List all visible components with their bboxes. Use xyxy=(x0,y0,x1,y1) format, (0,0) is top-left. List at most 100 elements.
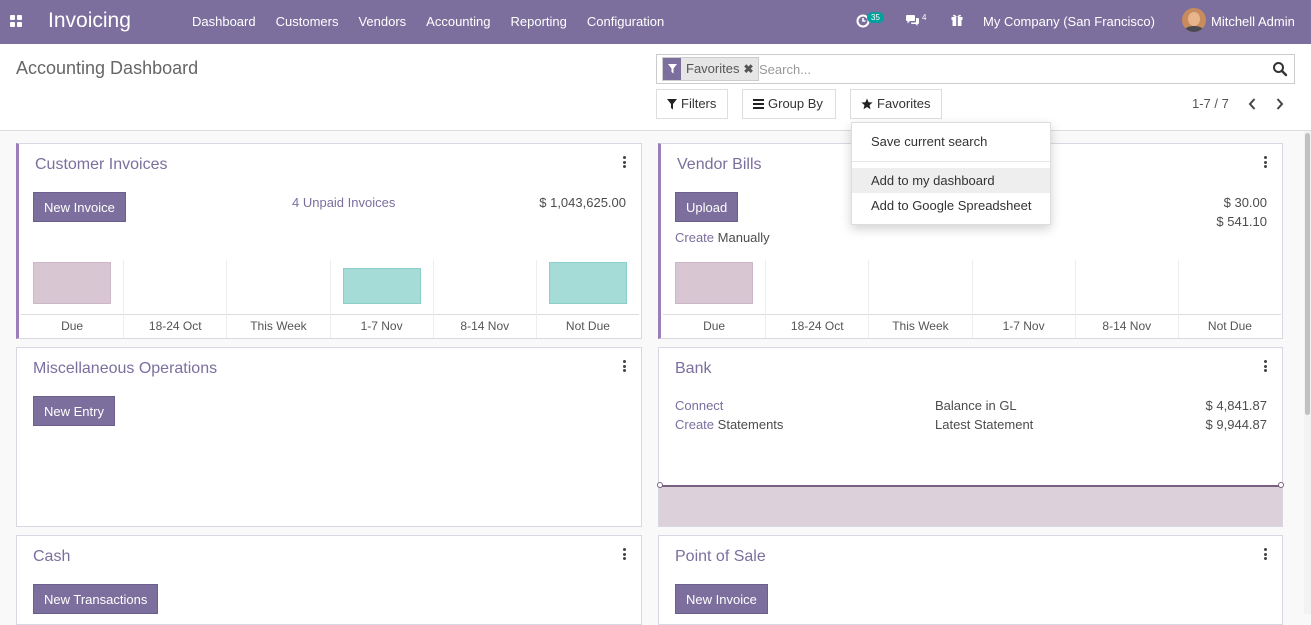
card-title[interactable]: Miscellaneous Operations xyxy=(33,360,218,377)
page-title: Accounting Dashboard xyxy=(16,58,199,78)
messages-count: 4 xyxy=(922,13,927,22)
groupby-button[interactable]: Group By xyxy=(742,89,836,119)
graph-start-point xyxy=(657,482,663,488)
favorites-label: Favorites xyxy=(877,96,931,111)
chart-label: 8-14 Nov xyxy=(433,314,536,336)
bills-amount-1: $ 30.00 xyxy=(1223,195,1267,210)
chart-label: 18-24 Oct xyxy=(124,314,227,336)
activity-count-badge: 35 xyxy=(867,12,884,23)
chart-column[interactable]: This Week xyxy=(868,260,972,338)
control-panel: Accounting Dashboard Favorites ✖ Filters… xyxy=(0,44,1311,131)
customer-invoices-card: Customer Invoices New Invoice 4 Unpaid I… xyxy=(16,143,642,339)
menu-customers[interactable]: Customers xyxy=(275,14,339,29)
card-title[interactable]: Point of Sale xyxy=(675,548,766,565)
connect-link[interactable]: Connect xyxy=(675,398,724,413)
pos-new-invoice-button[interactable]: New Invoice xyxy=(675,584,768,614)
chart-column[interactable]: This Week xyxy=(226,260,330,338)
chart-column[interactable]: 8-14 Nov xyxy=(1074,260,1178,338)
pager-value[interactable]: 1-7 / 7 xyxy=(1192,96,1229,111)
add-to-google-spreadsheet[interactable]: Add to Google Spreadsheet xyxy=(871,198,1032,213)
bills-chart: Due 18-24 Oct This Week 1-7 Nov 8-14 Nov… xyxy=(663,260,1282,338)
chart-column[interactable]: 18-24 Oct xyxy=(765,260,869,338)
company-switcher[interactable]: My Company (San Francisco) xyxy=(983,14,1155,29)
chart-column[interactable]: 8-14 Nov xyxy=(432,260,536,338)
menu-vendors[interactable]: Vendors xyxy=(358,14,407,29)
card-menu-icon[interactable] xyxy=(1264,360,1268,372)
upload-button[interactable]: Upload xyxy=(675,192,739,222)
create-text: Manually xyxy=(717,230,770,245)
save-current-search[interactable]: Save current search xyxy=(871,134,988,149)
chart-label: This Week xyxy=(869,314,972,336)
search-input[interactable] xyxy=(759,59,1239,79)
filters-label: Filters xyxy=(681,96,717,111)
star-icon xyxy=(861,98,873,110)
chart-bar xyxy=(675,262,754,304)
chart-label: Due xyxy=(21,314,124,336)
apps-menu-icon[interactable] xyxy=(10,15,22,27)
add-to-dashboard[interactable]: Add to my dashboard xyxy=(852,168,1050,193)
card-menu-icon[interactable] xyxy=(623,156,627,168)
card-title[interactable]: Bank xyxy=(675,360,712,377)
search-facet: Favorites ✖ xyxy=(662,57,759,81)
chart-label: Not Due xyxy=(536,314,640,336)
pager-next[interactable] xyxy=(1272,94,1288,114)
messaging-menu[interactable]: 4 xyxy=(905,0,931,44)
menu-dashboard[interactable]: Dashboard xyxy=(192,14,256,29)
menu-configuration[interactable]: Configuration xyxy=(586,14,665,29)
scrollbar-thumb[interactable] xyxy=(1305,133,1310,415)
user-menu[interactable]: Mitchell Admin xyxy=(1211,14,1295,29)
chart-label: 18-24 Oct xyxy=(766,314,869,336)
search-bar: Favorites ✖ xyxy=(656,54,1295,84)
new-entry-button[interactable]: New Entry xyxy=(33,396,115,426)
chart-column[interactable]: Due xyxy=(663,260,766,338)
card-menu-icon[interactable] xyxy=(623,548,627,560)
create-link[interactable]: Create xyxy=(675,417,715,432)
remove-facet-icon[interactable]: ✖ xyxy=(743,62,754,76)
misc-operations-card: Miscellaneous Operations New Entry xyxy=(16,347,642,527)
balance-label: Balance in GL xyxy=(935,398,1017,413)
favorites-button[interactable]: Favorites xyxy=(850,89,942,119)
create-statements: Create Statements xyxy=(675,417,783,432)
card-title[interactable]: Cash xyxy=(33,548,71,565)
groupby-label: Group By xyxy=(768,96,823,111)
app-title[interactable]: Invoicing xyxy=(48,9,131,32)
chart-column[interactable]: 1-7 Nov xyxy=(329,260,433,338)
chart-label: Due xyxy=(663,314,766,336)
chart-label: Not Due xyxy=(1178,314,1282,336)
new-transactions-button[interactable]: New Transactions xyxy=(33,584,159,614)
user-avatar[interactable] xyxy=(1182,8,1206,32)
activity-menu[interactable]: 35 xyxy=(855,0,889,44)
menu-reporting[interactable]: Reporting xyxy=(510,14,567,29)
chart-column[interactable]: Due xyxy=(21,260,124,338)
card-title[interactable]: Vendor Bills xyxy=(677,156,762,173)
chart-column[interactable]: 1-7 Nov xyxy=(971,260,1075,338)
filter-facet-icon xyxy=(663,58,681,80)
chart-bar xyxy=(548,262,628,304)
search-icon[interactable] xyxy=(1272,61,1288,77)
graph-end-point xyxy=(1278,482,1284,488)
card-title[interactable]: Customer Invoices xyxy=(35,156,168,173)
card-menu-icon[interactable] xyxy=(1264,548,1268,560)
main-menu: Dashboard Customers Vendors Accounting R… xyxy=(182,0,674,44)
chart-column[interactable]: Not Due xyxy=(535,260,640,338)
chart-column[interactable]: Not Due xyxy=(1177,260,1282,338)
create-link[interactable]: Create xyxy=(675,230,715,245)
chart-label: This Week xyxy=(227,314,330,336)
chart-label: 1-7 Nov xyxy=(972,314,1075,336)
top-navbar: Invoicing Dashboard Customers Vendors Ac… xyxy=(0,0,1311,44)
card-menu-icon[interactable] xyxy=(623,360,627,372)
chevron-left-icon xyxy=(1248,98,1256,110)
create-text: Statements xyxy=(717,417,784,432)
unpaid-invoices-link[interactable]: 4 Unpaid Invoices xyxy=(292,195,396,210)
filters-button[interactable]: Filters xyxy=(656,89,728,119)
chat-icon xyxy=(906,15,919,26)
pager-previous[interactable] xyxy=(1244,94,1260,114)
chart-column[interactable]: 18-24 Oct xyxy=(123,260,227,338)
card-menu-icon[interactable] xyxy=(1264,156,1268,168)
gift-icon[interactable] xyxy=(950,13,964,27)
new-invoice-button[interactable]: New Invoice xyxy=(33,192,126,222)
point-of-sale-card: Point of Sale New Invoice xyxy=(658,535,1283,625)
menu-accounting[interactable]: Accounting xyxy=(426,14,491,29)
chart-label: 8-14 Nov xyxy=(1075,314,1178,336)
page-scrollbar[interactable] xyxy=(1304,131,1311,614)
